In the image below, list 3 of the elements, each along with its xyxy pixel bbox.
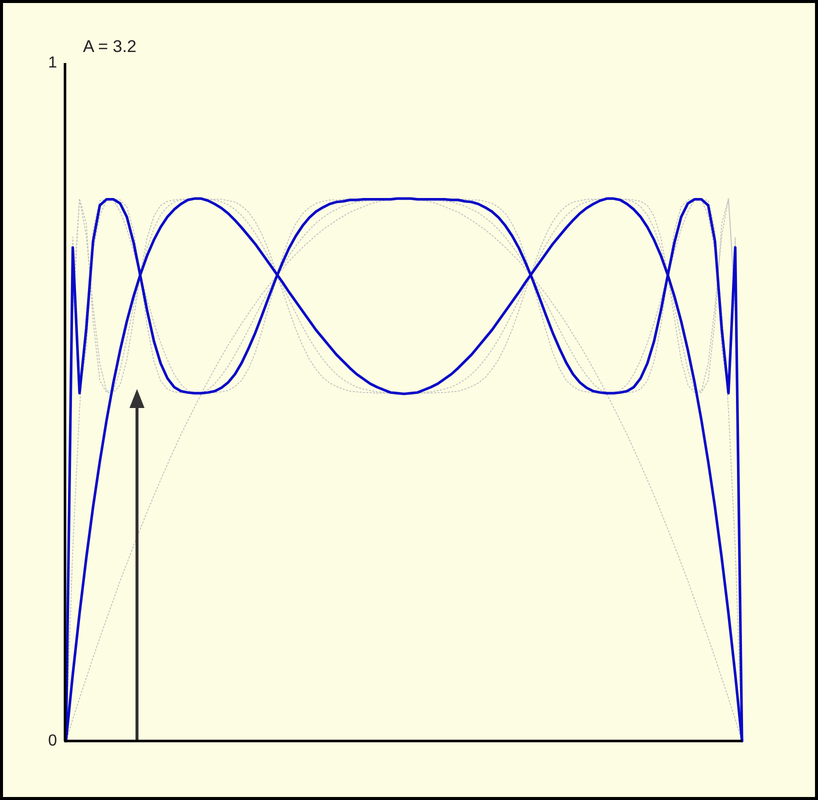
chart-title: A = 3.2 bbox=[83, 37, 136, 56]
y-tick-label: 0 bbox=[48, 732, 58, 750]
y-tick-label: 1 bbox=[48, 54, 58, 72]
